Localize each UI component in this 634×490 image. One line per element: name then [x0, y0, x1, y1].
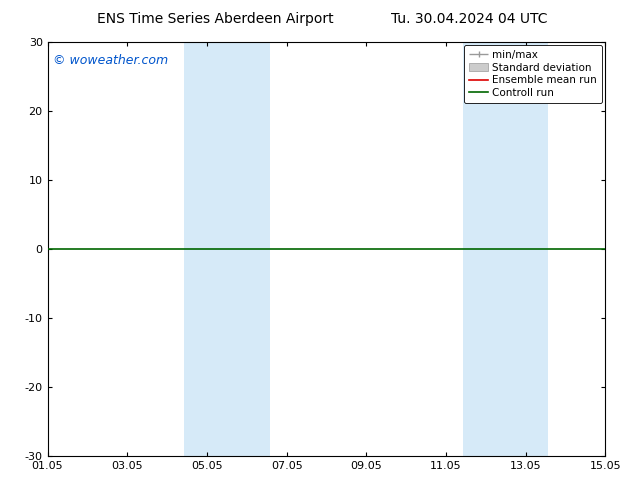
Text: ENS Time Series Aberdeen Airport: ENS Time Series Aberdeen Airport: [97, 12, 334, 26]
Bar: [463, 42, 548, 456]
Bar: [184, 42, 269, 456]
Text: © woweather.com: © woweather.com: [53, 54, 168, 67]
Legend: min/max, Standard deviation, Ensemble mean run, Controll run: min/max, Standard deviation, Ensemble me…: [464, 45, 602, 103]
Text: Tu. 30.04.2024 04 UTC: Tu. 30.04.2024 04 UTC: [391, 12, 547, 26]
